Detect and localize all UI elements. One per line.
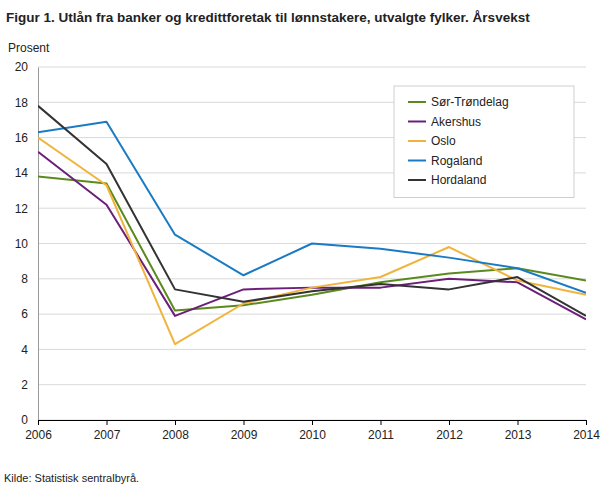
legend-label: Sør-Trøndelag (431, 95, 509, 109)
x-tick-mark (449, 420, 450, 425)
x-tick-mark (381, 420, 382, 425)
y-tick: 0 (21, 413, 38, 427)
grid-line (38, 349, 586, 350)
x-tick-mark (518, 420, 519, 425)
x-tick: 2008 (162, 420, 189, 442)
grid-line (38, 384, 586, 385)
y-tick-label: 4 (21, 343, 28, 357)
x-tick-label: 2011 (368, 428, 394, 442)
x-tick-label: 2006 (25, 428, 52, 442)
x-tick-label: 2008 (162, 428, 189, 442)
y-tick: 4 (21, 343, 38, 357)
y-tick-label: 10 (15, 237, 29, 251)
x-tick: 2006 (25, 420, 52, 442)
x-tick: 2012 (436, 420, 463, 442)
y-axis-line (38, 68, 39, 421)
x-tick-mark (175, 420, 176, 425)
y-tick: 2 (21, 378, 38, 392)
y-axis: 0 2 4 6 8 10 12 14 16 18 20 (15, 60, 39, 427)
x-tick-label: 2009 (231, 428, 258, 442)
legend-swatch (408, 160, 426, 162)
y-tick: 10 (15, 237, 38, 251)
x-tick: 2013 (505, 420, 532, 442)
x-tick-label: 2012 (436, 428, 463, 442)
source: Kilde: Statistisk sentralbyrå. (4, 472, 139, 484)
x-tick-mark (586, 420, 587, 425)
legend-swatch (408, 101, 426, 103)
y-tick-label: 0 (21, 413, 28, 427)
x-tick: 2010 (299, 420, 326, 442)
y-tick-label: 18 (15, 96, 29, 110)
y-tick-label: 12 (15, 202, 29, 216)
title: Figur 1. Utlån fra banker og kredittfore… (6, 10, 530, 25)
y-tick: 20 (15, 60, 38, 74)
x-tick-label: 2014 (573, 428, 600, 442)
legend: Sør-Trøndelag Akershus Oslo Rogaland Hordala… (394, 86, 574, 198)
x-tick: 2007 (94, 420, 121, 442)
chart: Figur 1. Utlån fra banker og kredittfore… (0, 0, 609, 488)
x-tick: 2014 (573, 420, 600, 442)
y-tick: 14 (15, 166, 38, 180)
legend-label: Hordaland (431, 173, 486, 187)
y-tick-label: 16 (15, 131, 29, 145)
x-tick-label: 2010 (299, 428, 326, 442)
y-tick-label: 8 (21, 272, 28, 286)
y-tick-label: 6 (21, 307, 28, 321)
y-tick-label: 2 (21, 378, 28, 392)
y-tick-label: 14 (15, 166, 29, 180)
y-tick: 18 (15, 96, 38, 110)
x-tick: 2009 (231, 420, 258, 442)
x-tick-label: 2013 (505, 428, 532, 442)
legend-swatch (408, 140, 426, 142)
grid-line (38, 314, 586, 315)
legend-swatch (408, 121, 426, 123)
y-tick: 12 (15, 202, 38, 216)
legend-label: Oslo (431, 134, 456, 148)
x-axis-line (39, 421, 587, 426)
y-axis-title: Prosent (8, 41, 50, 55)
x-axis: 2006 2007 2008 2009 2010 2011 2012 2013 2014 (25, 420, 600, 442)
plot: 0 2 4 6 8 10 12 14 16 18 20 2006 2007 2008 2009 2010 201… (15, 60, 601, 441)
x-tick: 2011 (368, 420, 394, 442)
y-tick: 8 (21, 272, 38, 286)
x-tick-mark (38, 420, 39, 425)
x-tick-mark (244, 420, 245, 425)
y-tick-label: 20 (15, 60, 29, 74)
x-tick-label: 2007 (94, 428, 121, 442)
x-tick-mark (312, 420, 313, 425)
x-tick-mark (107, 420, 108, 425)
legend-swatch (408, 179, 426, 181)
legend-label: Rogaland (431, 154, 482, 168)
legend-box (394, 86, 574, 198)
y-tick: 16 (15, 131, 38, 145)
legend-label: Akershus (431, 115, 481, 129)
y-tick: 6 (21, 307, 38, 321)
grid (38, 67, 586, 420)
grid-line (38, 67, 586, 68)
